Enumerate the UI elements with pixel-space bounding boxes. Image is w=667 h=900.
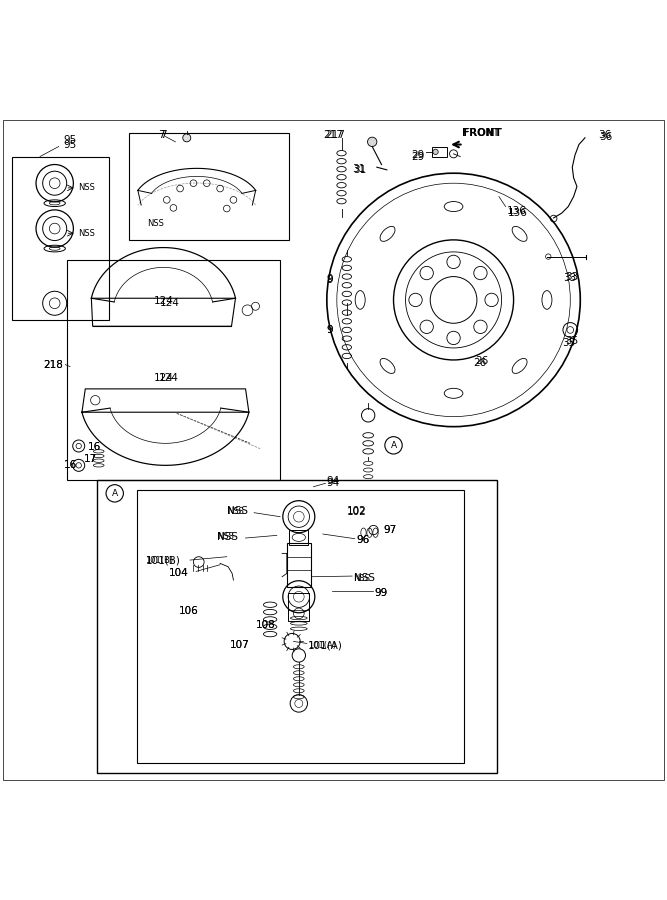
Text: FRONT: FRONT: [464, 128, 499, 139]
Text: 101(B): 101(B): [145, 555, 180, 565]
Text: 16: 16: [88, 442, 101, 452]
Text: NSS: NSS: [78, 229, 95, 238]
Text: 104: 104: [169, 569, 189, 579]
Text: A: A: [390, 441, 397, 450]
Bar: [129, 133, 289, 240]
Text: 97: 97: [384, 525, 397, 535]
Text: 218: 218: [43, 360, 63, 370]
Text: 29: 29: [412, 150, 425, 160]
Text: NSS: NSS: [354, 573, 374, 583]
Circle shape: [368, 137, 377, 147]
Text: 101(B): 101(B): [145, 555, 173, 564]
Bar: [288, 593, 309, 621]
Text: 31: 31: [354, 165, 367, 175]
Bar: [67, 260, 280, 480]
Text: 102: 102: [347, 507, 367, 517]
Text: NSS: NSS: [227, 507, 247, 517]
Text: 124: 124: [153, 373, 173, 383]
Text: 99: 99: [374, 589, 388, 598]
Text: 36: 36: [599, 131, 612, 141]
Text: 29: 29: [412, 151, 425, 161]
Text: 101(A): 101(A): [308, 641, 343, 651]
Text: 26: 26: [474, 358, 487, 368]
Text: 96: 96: [357, 535, 370, 545]
Bar: [287, 544, 311, 587]
Text: 96: 96: [357, 535, 370, 545]
Bar: [137, 490, 464, 763]
Text: 33: 33: [565, 272, 578, 282]
Text: 108: 108: [255, 620, 275, 630]
Text: NSS: NSS: [227, 507, 243, 516]
Text: NSS: NSS: [217, 532, 233, 541]
Circle shape: [433, 149, 438, 155]
Text: 94: 94: [327, 478, 340, 488]
Text: 7: 7: [158, 130, 165, 140]
Text: 106: 106: [179, 607, 199, 616]
Text: 136: 136: [508, 208, 528, 218]
Text: 9: 9: [327, 325, 334, 335]
Text: 124: 124: [153, 296, 173, 306]
Text: 31: 31: [352, 164, 366, 174]
Text: 33: 33: [564, 273, 577, 283]
Text: 36: 36: [598, 130, 612, 140]
Text: NSS: NSS: [354, 573, 370, 582]
Text: 102: 102: [347, 507, 367, 517]
Text: 94: 94: [327, 476, 340, 486]
Text: 35: 35: [566, 336, 579, 346]
Text: 107: 107: [230, 641, 250, 651]
Text: 106: 106: [179, 607, 199, 616]
Text: 16: 16: [63, 460, 77, 470]
Text: 9: 9: [327, 274, 334, 285]
Text: 218: 218: [43, 360, 63, 370]
Bar: [289, 530, 308, 544]
Text: 16: 16: [88, 442, 101, 452]
Text: 101(A): 101(A): [308, 641, 336, 650]
Text: 107: 107: [230, 641, 250, 651]
Text: 108: 108: [255, 620, 275, 630]
Text: 9: 9: [327, 325, 334, 335]
Text: 26: 26: [476, 356, 489, 366]
Text: NSS: NSS: [217, 532, 237, 542]
Text: 217: 217: [325, 130, 345, 140]
Text: NSS: NSS: [147, 219, 163, 228]
Text: 17: 17: [84, 454, 97, 464]
Text: 217: 217: [323, 130, 344, 140]
Text: 9: 9: [327, 274, 334, 284]
Text: 16: 16: [63, 460, 77, 470]
Text: 17: 17: [84, 454, 97, 464]
Bar: [97, 480, 497, 773]
Text: NSS: NSS: [78, 184, 95, 193]
Text: 124: 124: [160, 298, 180, 309]
Text: 95: 95: [63, 135, 77, 145]
Text: 7: 7: [160, 130, 167, 140]
Text: 35: 35: [562, 338, 576, 347]
Text: 104: 104: [169, 569, 189, 579]
Text: 136: 136: [507, 206, 527, 216]
Text: 124: 124: [159, 373, 179, 383]
Circle shape: [183, 134, 191, 142]
Text: 99: 99: [374, 589, 388, 598]
Text: FRONT: FRONT: [462, 128, 502, 139]
Text: 97: 97: [384, 525, 397, 535]
Text: A: A: [111, 489, 118, 498]
Bar: [12, 157, 109, 320]
Bar: [432, 148, 447, 157]
Text: 95: 95: [63, 140, 77, 149]
